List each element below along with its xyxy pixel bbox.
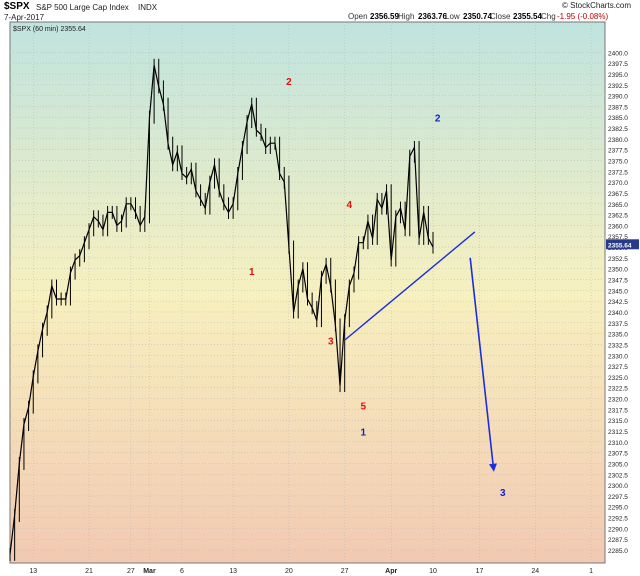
y-tick-label: 2400.0 (608, 50, 628, 57)
y-tick-label: 2370.0 (608, 180, 628, 187)
y-tick-label: 2320.0 (608, 397, 628, 404)
chg-label: Chg (541, 12, 556, 21)
y-tick-label: 2360.0 (608, 223, 628, 230)
high-value: 2363.76 (418, 12, 447, 21)
y-tick-label: 2307.5 (608, 451, 628, 458)
wave-label: 1 (361, 427, 367, 438)
y-tick-label: 2295.0 (608, 505, 628, 512)
low-label: Low (445, 12, 460, 21)
y-tick-label: 2302.5 (608, 472, 628, 479)
x-tick-label: 6 (180, 568, 184, 575)
y-tick-label: 2397.5 (608, 61, 628, 68)
y-tick-label: 2362.5 (608, 213, 628, 220)
y-tick-label: 2357.5 (608, 234, 628, 241)
x-tick-label: 27 (341, 568, 349, 575)
y-tick-label: 2300.0 (608, 483, 628, 490)
projection-arrow (469, 257, 497, 472)
y-tick-label: 2322.5 (608, 386, 628, 393)
header-date: 7-Apr-2017 (4, 13, 45, 22)
wave-label: 2 (435, 114, 441, 125)
last-price-tag (606, 239, 639, 250)
y-tick-label: 2310.0 (608, 440, 628, 447)
y-tick-label: 2392.5 (608, 83, 628, 90)
y-tick-label: 2342.5 (608, 299, 628, 306)
y-tick-label: 2335.0 (608, 332, 628, 339)
wave-label: 5 (361, 401, 367, 412)
x-tick-label: Mar (143, 568, 156, 575)
x-tick-label: Apr (385, 568, 397, 575)
y-tick-label: 2352.5 (608, 256, 628, 263)
y-tick-label: 2330.0 (608, 353, 628, 360)
trendline (344, 231, 476, 341)
y-tick-label: 2382.5 (608, 126, 628, 133)
y-tick-label: 2315.0 (608, 418, 628, 425)
y-tick-label: 2290.0 (608, 526, 628, 533)
x-tick-label: 1 (589, 568, 593, 575)
y-tick-label: 2345.0 (608, 288, 628, 295)
y-tick-label: 2327.5 (608, 364, 628, 371)
y-tick-label: 2380.0 (608, 137, 628, 144)
chg-value: -1.95 (-0.08%) (557, 12, 609, 21)
close-value: 2355.54 (513, 12, 542, 21)
y-tick-label: 2325.0 (608, 375, 628, 382)
y-tick-label: 2385.0 (608, 115, 628, 122)
header-copyright: © StockCharts.com (562, 1, 632, 10)
y-tick-label: 2287.5 (608, 537, 628, 544)
close-label: Close (490, 12, 511, 21)
high-label: High (398, 12, 415, 21)
y-tick-label: 2390.0 (608, 94, 628, 101)
open-label: Open (348, 12, 368, 21)
y-tick-label: 2377.5 (608, 148, 628, 155)
y-tick-label: 2305.0 (608, 461, 628, 468)
y-tick-label: 2367.5 (608, 191, 628, 198)
x-tick-label: 10 (429, 568, 437, 575)
header-symbol: $SPX (4, 1, 30, 12)
y-tick-label: 2372.5 (608, 169, 628, 176)
x-tick-label: 13 (29, 568, 37, 575)
y-tick-label: 2375.0 (608, 158, 628, 165)
y-tick-label: 2365.0 (608, 202, 628, 209)
y-tick-label: 2347.5 (608, 278, 628, 285)
wave-label: 1 (249, 267, 255, 278)
x-tick-label: 21 (85, 568, 93, 575)
legend-text: $SPX (60 min) 2355.64 (13, 26, 86, 33)
wave-label: 4 (347, 200, 353, 211)
price-line (9, 65, 434, 555)
y-tick-label: 2395.0 (608, 72, 628, 79)
header-exchange: INDX (138, 3, 158, 12)
wave-label: 3 (500, 488, 506, 499)
last-price-label: 2355.64 (608, 242, 632, 249)
y-tick-label: 2285.0 (608, 548, 628, 555)
x-tick-label: 24 (531, 568, 539, 575)
header-name: S&P 500 Large Cap Index (36, 3, 129, 12)
y-tick-label: 2317.5 (608, 407, 628, 414)
y-tick-label: 2292.5 (608, 516, 628, 523)
wave-label: 2 (286, 77, 292, 88)
x-tick-label: 13 (229, 568, 237, 575)
y-tick-label: 2387.5 (608, 104, 628, 111)
x-tick-label: 17 (476, 568, 484, 575)
y-tick-label: 2297.5 (608, 494, 628, 501)
y-tick-label: 2337.5 (608, 321, 628, 328)
wave-label: 3 (328, 336, 334, 347)
y-tick-label: 2332.5 (608, 342, 628, 349)
low-value: 2350.74 (463, 12, 492, 21)
y-tick-label: 2340.0 (608, 310, 628, 317)
x-tick-label: 20 (285, 568, 293, 575)
y-tick-label: 2312.5 (608, 429, 628, 436)
open-value: 2356.59 (370, 12, 399, 21)
y-tick-label: 2350.0 (608, 267, 628, 274)
x-tick-label: 27 (127, 568, 135, 575)
